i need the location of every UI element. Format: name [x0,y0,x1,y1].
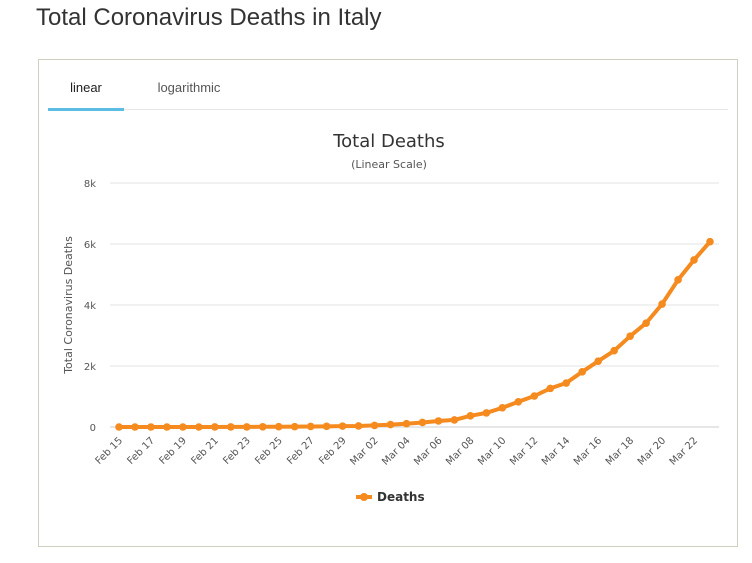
data-point [418,418,427,427]
x-axis-ticks: Feb 15 Feb 17 Feb 19 Feb 21 Feb 23 Feb 25 Feb … [94,435,701,467]
data-point [450,416,459,424]
data-point [706,237,714,246]
data-point [546,384,555,393]
x-tick-label: Mar 02 [348,435,380,467]
data-point [658,300,666,308]
data-point [131,423,139,431]
data-point [354,422,363,430]
y-tick-label: 0 [90,423,96,434]
data-point [386,420,395,429]
tab-logarithmic[interactable]: logarithmic [157,80,221,95]
x-tick-label: Feb 27 [285,435,317,467]
x-tick-label: Feb 29 [317,435,349,467]
x-tick-label: Feb 23 [221,435,253,467]
grid-lines [110,182,719,428]
x-tick-label: Mar 08 [444,435,476,467]
x-tick-label: Mar 22 [668,435,700,467]
data-point [514,397,523,406]
x-tick-label: Mar 20 [636,435,668,467]
data-point [690,256,698,264]
data-point [530,392,539,400]
chart-subtitle: (Linear Scale) [351,158,427,171]
y-tick-label: 8k [84,179,96,190]
data-point [466,412,475,420]
x-tick-label: Feb 19 [157,435,189,467]
data-point [306,422,315,431]
scale-tabs: linear logarithmic [48,60,728,111]
data-point [562,379,571,387]
y-axis-label: Total Coronavirus Deaths [62,236,75,375]
x-tick-label: Feb 15 [94,435,126,467]
data-point [211,423,219,431]
data-point [434,417,443,425]
legend[interactable]: Deaths [356,490,425,504]
data-point [115,423,123,431]
x-tick-label: Mar 12 [508,435,540,467]
x-tick-label: Feb 17 [126,435,158,467]
data-point [594,357,602,365]
data-point [610,346,618,355]
page-title: Total Coronavirus Deaths in Italy [36,4,382,31]
x-tick-label: Feb 25 [253,435,285,467]
data-point [482,409,491,417]
legend-deaths: Deaths [377,490,425,504]
data-point [274,422,283,431]
series-deaths [115,237,714,431]
x-tick-label: Mar 14 [540,435,572,467]
y-tick-label: 6k [84,240,96,251]
legend-marker [360,493,368,501]
data-point [179,423,187,431]
data-point [242,423,251,431]
data-point [674,276,682,284]
data-point [322,422,331,431]
data-point [626,332,634,340]
x-tick-label: Mar 06 [412,435,444,467]
data-point [227,423,235,431]
x-tick-label: Feb 21 [189,435,221,467]
tab-linear[interactable]: linear [48,60,124,111]
x-tick-label: Mar 16 [572,435,604,467]
x-tick-label: Mar 04 [380,435,412,467]
data-point [258,422,267,431]
data-point [642,319,650,327]
data-point [195,423,203,431]
data-point [498,403,507,412]
data-point [338,422,347,430]
data-point [578,368,587,376]
chart-panel: linear logarithmic [38,59,738,547]
x-tick-label: Mar 18 [604,435,636,467]
y-tick-label: 4k [84,301,96,312]
chart-title: Total Deaths [332,131,445,152]
y-tick-label: 2k [84,362,96,373]
data-point [147,423,155,431]
y-axis-ticks: 0 2k 4k 6k 8k [84,179,96,434]
data-point [290,422,299,431]
data-point [402,419,411,428]
series-line [117,239,712,429]
data-point [163,423,171,431]
data-point [370,421,379,430]
x-tick-label: Mar 10 [476,435,508,467]
